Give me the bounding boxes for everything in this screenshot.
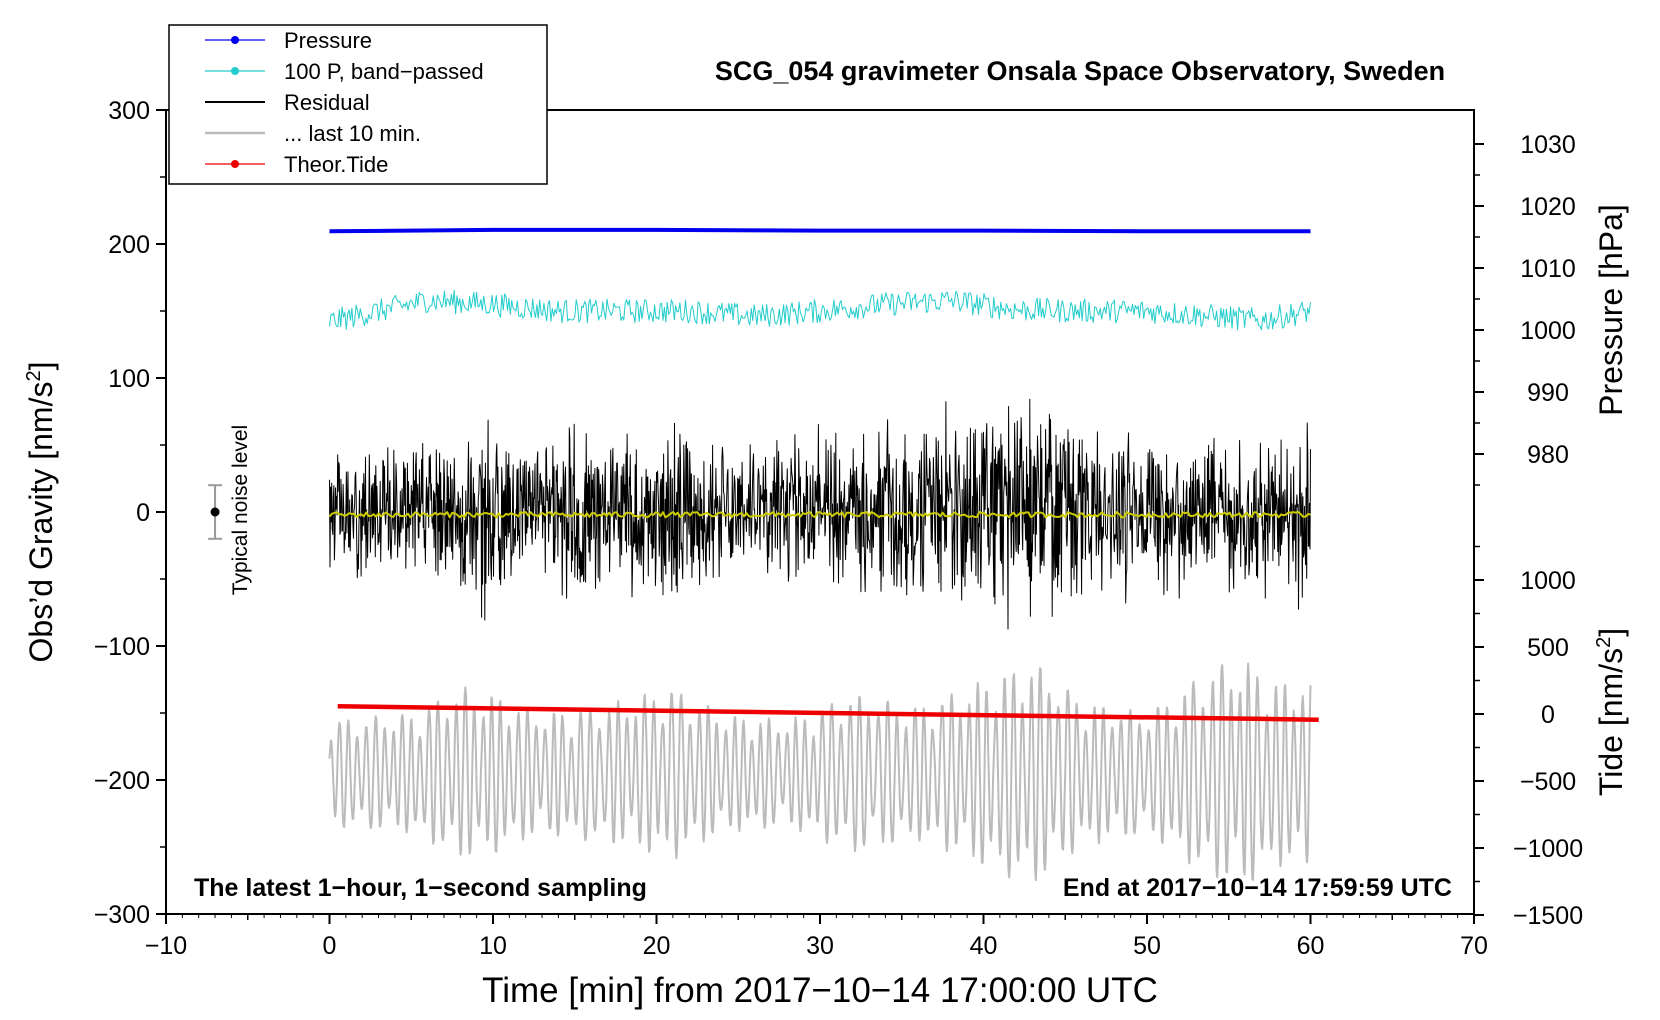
x-tick-label: 60 (1297, 932, 1325, 960)
series-100-p-band-passed (329, 289, 1311, 331)
series-residual-mean (328, 511, 1311, 519)
y-axis-label-main: Obs’d Gravity [nm/s (23, 382, 59, 663)
x-axis-label: Time [min] from 2017−10−14 17:00:00 UTC (482, 971, 1158, 1010)
legend-marker-theor-tide (231, 160, 239, 168)
y-axis-label: Obs’d Gravity [nm/s2] (23, 362, 59, 663)
annotation-end-time: End at 2017−10−14 17:59:59 UTC (1063, 874, 1452, 902)
tide-tick-label: 500 (1527, 634, 1569, 662)
x-tick-label: 10 (479, 932, 507, 960)
noise-level-label: Typical noise level (229, 425, 252, 595)
y-tick-label: −300 (94, 901, 150, 929)
pressure-tick-label: 1030 (1520, 131, 1576, 159)
series-theor-tide (337, 704, 1319, 722)
tide-tick-label: −1000 (1513, 835, 1583, 863)
y-axis-gravity: 300 200 100 0 −100 −200 −300 (94, 97, 166, 929)
legend-label-100-p-band-passed: 100 P, band−passed (284, 59, 484, 84)
legend-marker-100-p-band-passed (231, 67, 239, 75)
y-tick-label: −100 (94, 633, 150, 661)
legend-marker-pressure (231, 36, 239, 44)
tide-axis-label-close: ] (1593, 628, 1629, 637)
tide-axis-label: Tide [nm/s2] (1593, 628, 1629, 796)
x-tick-label: 0 (323, 932, 337, 960)
series-pressure (329, 227, 1311, 234)
y-axis-tide: 1000 500 0 −500 −1000 −1500 (1474, 545, 1583, 930)
tide-axis-label-sup: 2 (1593, 637, 1615, 648)
series-residual (329, 398, 1311, 630)
x-tick-label: 50 (1133, 932, 1161, 960)
y-tick-label: 0 (136, 499, 150, 527)
tide-tick-label: −500 (1520, 768, 1576, 796)
annotation-sampling: The latest 1−hour, 1−second sampling (194, 874, 647, 902)
tide-tick-label: −1500 (1513, 902, 1583, 930)
tide-axis-label-main: Tide [nm/s (1593, 648, 1629, 796)
legend-label-last-10-min: ... last 10 min. (284, 121, 421, 146)
x-tick-label: 30 (806, 932, 834, 960)
y-tick-label: 300 (108, 97, 150, 125)
legend-label-theor-tide: Theor.Tide (284, 152, 388, 177)
x-axis: −10 0 10 20 30 40 50 60 70 (145, 914, 1488, 960)
legend-label-pressure: Pressure (284, 28, 372, 53)
series-last-10-min (328, 662, 1312, 882)
tide-tick-label: 1000 (1520, 567, 1576, 595)
noise-level-marker: Typical noise level (208, 425, 252, 595)
legend-label-residual: Residual (284, 90, 370, 115)
x-tick-label: −10 (145, 932, 187, 960)
y-axis-label-sup: 2 (23, 370, 45, 381)
x-tick-label: 20 (643, 932, 671, 960)
tide-tick-label: 0 (1541, 701, 1555, 729)
pressure-tick-label: 990 (1527, 379, 1569, 407)
chart-title: SCG_054 gravimeter Onsala Space Observat… (715, 56, 1445, 86)
legend: Pressure 100 P, band−passed Residual ... la… (168, 24, 548, 185)
pressure-tick-label: 1010 (1520, 255, 1576, 283)
noise-center-dot (210, 507, 220, 517)
pressure-axis-label: Pressure [hPa] (1593, 204, 1629, 416)
series-layer (328, 227, 1319, 882)
y-axis-label-close: ] (23, 362, 59, 371)
x-tick-label: 40 (970, 932, 998, 960)
y-tick-label: −200 (94, 767, 150, 795)
x-tick-label: 70 (1460, 932, 1488, 960)
pressure-tick-label: 980 (1527, 441, 1569, 469)
legend-box (168, 24, 548, 185)
y-axis-pressure: 1030 1020 1010 1000 990 980 (1474, 131, 1576, 486)
pressure-tick-label: 1000 (1520, 317, 1576, 345)
pressure-tick-label: 1020 (1520, 193, 1576, 221)
y-tick-label: 200 (108, 231, 150, 259)
y-tick-label: 100 (108, 365, 150, 393)
